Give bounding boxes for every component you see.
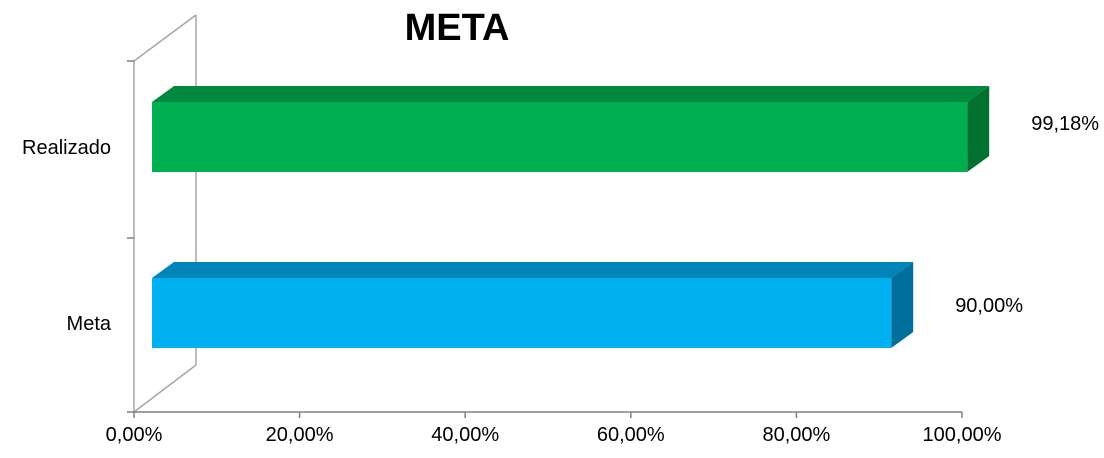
- x-tick-label: 40,00%: [431, 424, 499, 446]
- data-label: 90,00%: [955, 295, 1023, 317]
- bar: [152, 102, 968, 172]
- x-tick-label: 20,00%: [266, 424, 334, 446]
- chart-bars: [152, 86, 990, 348]
- bar-top-face: [152, 262, 914, 278]
- x-tick-label: 0,00%: [106, 424, 163, 446]
- x-tick-label: 60,00%: [597, 424, 665, 446]
- chart-labels: Realizado 99,18% Meta 90,00%: [22, 113, 1099, 335]
- category-label: Realizado: [22, 137, 111, 159]
- category-label: Meta: [67, 313, 112, 335]
- x-tick-label: 80,00%: [762, 424, 830, 446]
- bar-side-face: [891, 262, 914, 348]
- chart-title: META: [405, 7, 510, 49]
- data-label: 99,18%: [1031, 113, 1099, 135]
- x-tick-label: 100,00%: [923, 424, 1002, 446]
- bar-side-face: [967, 86, 990, 172]
- floor-left-edge: [133, 364, 197, 413]
- wall-top-edge: [133, 14, 197, 62]
- chart-axes: 0,00% 20,00% 40,00% 60,00% 80,00% 100,00%: [106, 14, 1002, 446]
- bar-top-face: [152, 86, 990, 102]
- bar: [152, 278, 892, 348]
